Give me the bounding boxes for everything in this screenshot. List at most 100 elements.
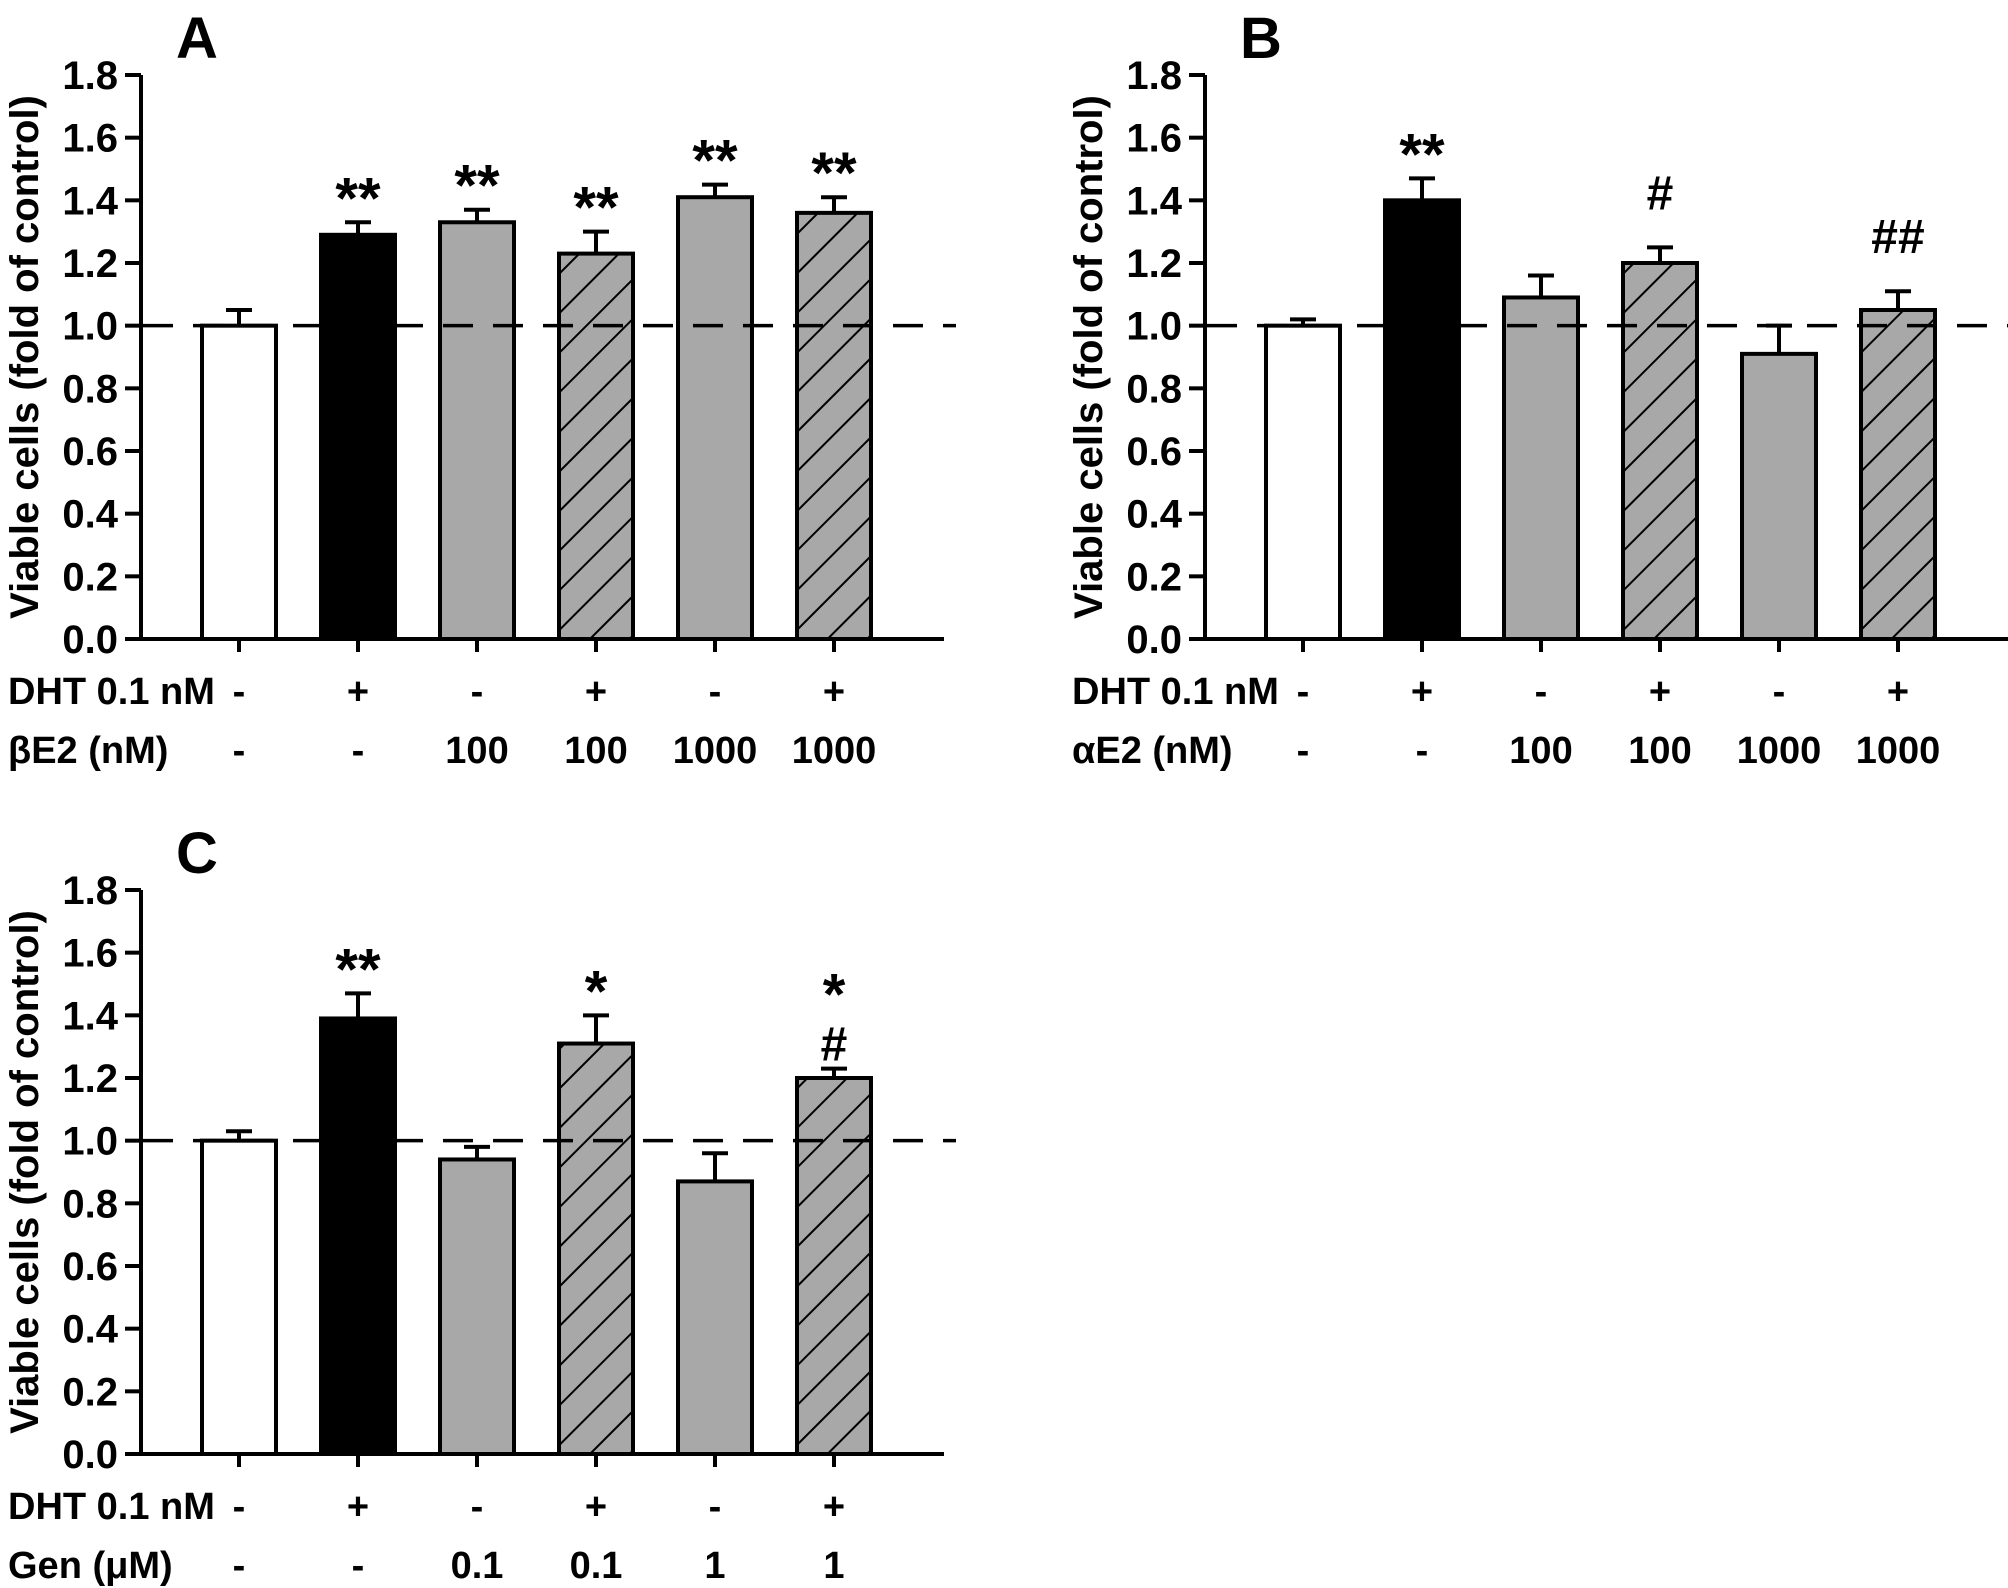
y-tick-label: 1.0 <box>1126 305 1182 349</box>
row-value: - <box>1773 671 1786 713</box>
y-tick-label: 1.6 <box>62 932 118 976</box>
y-tick-label: 1.4 <box>62 994 118 1038</box>
panel-a: A Viable cells (fold of control) 0.0 0.2 0.4… <box>0 0 1004 794</box>
y-tick-label: 0.8 <box>62 1182 118 1226</box>
sig-marker: ** <box>1399 122 1445 187</box>
row-value: 1000 <box>673 730 758 772</box>
row-value: 1 <box>823 1545 844 1587</box>
panel-a-chart: A Viable cells (fold of control) 0.0 0.2 0.4… <box>3 6 956 772</box>
error-bar <box>583 229 609 254</box>
y-tick-label: 1.2 <box>1126 242 1182 286</box>
bar-a-6 <box>795 210 873 641</box>
row-value: 100 <box>564 730 627 772</box>
y-tick-label: 1.0 <box>62 1120 118 1164</box>
row-label: βE2 (nM) <box>8 730 168 772</box>
error-bar <box>583 1013 609 1044</box>
row-value: 100 <box>445 730 508 772</box>
bar-c-2 <box>319 1016 397 1456</box>
row-label: Gen (μM) <box>8 1545 173 1587</box>
y-tick-label: 0.8 <box>62 367 118 411</box>
y-axis-title: Viable cells (fold of control) <box>1067 95 1111 619</box>
sig-marker: ** <box>692 129 738 194</box>
sig-marker: ** <box>811 141 857 206</box>
y-tick-label: 0.2 <box>1126 555 1182 599</box>
y-tick-label: 1.0 <box>62 305 118 349</box>
row-value: + <box>1649 671 1671 713</box>
y-tick-label: 1.2 <box>62 242 118 286</box>
y-tick-label: 1.2 <box>62 1057 118 1101</box>
y-tick-label: 1.8 <box>1126 54 1182 98</box>
bar-b-2 <box>1383 198 1461 641</box>
sig-marker: ** <box>335 166 381 231</box>
y-tick-label: 0.4 <box>1126 493 1182 537</box>
y-tick-label: 0.4 <box>62 493 118 537</box>
panel-c: C Viable cells (fold of control) 0.0 0.2 0.4… <box>0 815 1004 1588</box>
panel-c-chart: C Viable cells (fold of control) 0.0 0.2 0.4… <box>3 821 956 1587</box>
bar-c-6 <box>795 1076 873 1456</box>
sig-marker: # <box>1647 167 1674 220</box>
y-tick-label: 1.6 <box>62 117 118 161</box>
sig-marker: ** <box>335 937 381 1002</box>
error-bar <box>345 220 371 235</box>
bar-c-1 <box>200 1138 278 1456</box>
row-value: + <box>347 1486 369 1528</box>
row-value: 1 <box>704 1545 725 1587</box>
error-bar <box>1528 273 1554 298</box>
sig-marker: # <box>821 1019 848 1072</box>
bar-c-5 <box>676 1179 754 1456</box>
axis-lines <box>139 75 944 641</box>
row-value: - <box>1535 671 1548 713</box>
sig-marker: ** <box>454 154 500 219</box>
bar-a-3 <box>438 220 516 641</box>
bar-c-4 <box>557 1041 635 1457</box>
row-value: - <box>709 671 722 713</box>
row-value: + <box>1411 671 1433 713</box>
bar-b-1 <box>1264 323 1342 641</box>
panel-letter: A <box>176 6 218 71</box>
y-tick-label: 0.6 <box>1126 430 1182 474</box>
error-bar <box>464 207 490 223</box>
error-bar <box>1766 323 1792 354</box>
row-value: 0.1 <box>570 1545 623 1587</box>
row-value: + <box>823 671 845 713</box>
bar-b-3 <box>1502 295 1580 641</box>
row-value: - <box>352 1545 365 1587</box>
row-value: 0.1 <box>451 1545 504 1587</box>
bar-b-4 <box>1621 261 1699 641</box>
row-value: - <box>471 671 484 713</box>
error-bar <box>702 182 728 198</box>
row-label: DHT 0.1 nM <box>1072 671 1279 713</box>
sig-marker: * <box>823 963 846 1028</box>
error-bar <box>345 991 371 1019</box>
row-value: + <box>823 1486 845 1528</box>
bar-a-2 <box>319 232 397 642</box>
panel-letter: C <box>176 821 218 886</box>
error-bar <box>702 1151 728 1182</box>
row-value: + <box>585 1486 607 1528</box>
row-value: 100 <box>1509 730 1572 772</box>
panel-b-chart: B Viable cells (fold of control) 0.0 0.2 0.4… <box>1067 6 2008 772</box>
row-value: 100 <box>1628 730 1691 772</box>
error-bar <box>226 308 252 326</box>
row-label: DHT 0.1 nM <box>8 671 215 713</box>
y-tick-label: 0.2 <box>62 555 118 599</box>
error-bar <box>821 195 847 213</box>
row-value: + <box>585 671 607 713</box>
y-tick-label: 0.2 <box>62 1370 118 1414</box>
axis-lines <box>139 890 944 1456</box>
row-label: DHT 0.1 nM <box>8 1486 215 1528</box>
error-bar <box>464 1144 490 1160</box>
y-tick-label: 1.6 <box>1126 117 1182 161</box>
y-tick-label: 0.0 <box>62 1433 118 1477</box>
y-axis-title: Viable cells (fold of control) <box>3 910 47 1434</box>
sig-marker: ## <box>1871 211 1924 264</box>
row-value: - <box>1297 730 1310 772</box>
sig-marker: * <box>585 959 608 1024</box>
error-bar <box>1409 176 1435 201</box>
y-tick-label: 1.8 <box>62 869 118 913</box>
bar-c-3 <box>438 1157 516 1456</box>
row-value: - <box>1297 671 1310 713</box>
error-bar <box>1885 289 1911 310</box>
y-tick-label: 1.8 <box>62 54 118 98</box>
row-value: - <box>233 1486 246 1528</box>
